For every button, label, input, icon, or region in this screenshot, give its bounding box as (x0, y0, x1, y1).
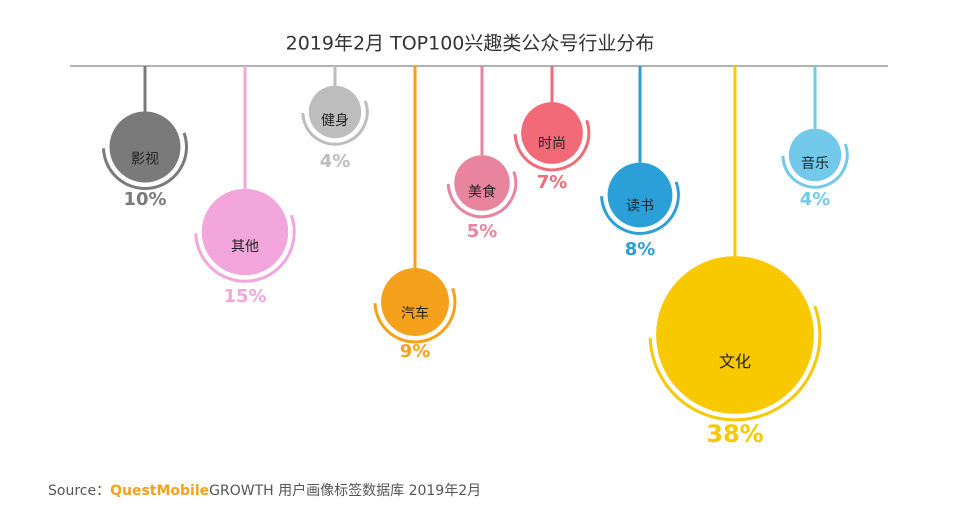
ring (301, 78, 369, 146)
ring (194, 181, 296, 283)
bubble (201, 188, 289, 276)
value-label: 5% (467, 221, 498, 242)
source-brand: QuestMobile (110, 483, 209, 499)
bubble (521, 102, 583, 164)
value-label: 10% (123, 189, 166, 210)
source-prefix: Source： (48, 483, 110, 499)
bubble (788, 128, 842, 182)
ring (102, 104, 188, 190)
category-label: 音乐 (801, 155, 829, 172)
value-label: 15% (223, 286, 266, 307)
value-label: 4% (800, 189, 831, 210)
value-label: 4% (320, 151, 351, 172)
category-label: 文化 (719, 352, 751, 371)
value-label: 9% (400, 341, 431, 362)
category-label: 读书 (626, 197, 654, 214)
bubble (607, 162, 673, 228)
ring (600, 155, 680, 235)
source: Source：QuestMobileGROWTH 用户画像标签数据库 2019年… (48, 482, 481, 499)
ring (513, 94, 591, 172)
bubble (109, 111, 181, 183)
bubble (454, 155, 510, 211)
value-label: 38% (706, 420, 763, 448)
category-label: 时尚 (538, 136, 566, 152)
category-label: 美食 (468, 184, 496, 201)
category-label: 影视 (131, 151, 159, 167)
value-label: 7% (537, 172, 568, 193)
category-label: 健身 (321, 113, 349, 129)
source-text: GROWTH 用户画像标签数据库 2019年2月 (209, 482, 481, 499)
ring (781, 121, 849, 189)
bubble (308, 85, 362, 139)
ring (648, 248, 822, 422)
bubble (381, 268, 449, 336)
bubble (656, 256, 814, 414)
chart-title: 2019年2月 TOP100兴趣类公众号行业分布 (286, 33, 655, 55)
value-label: 8% (625, 239, 656, 260)
category-label: 汽车 (401, 305, 429, 322)
category-label: 其他 (231, 239, 259, 255)
